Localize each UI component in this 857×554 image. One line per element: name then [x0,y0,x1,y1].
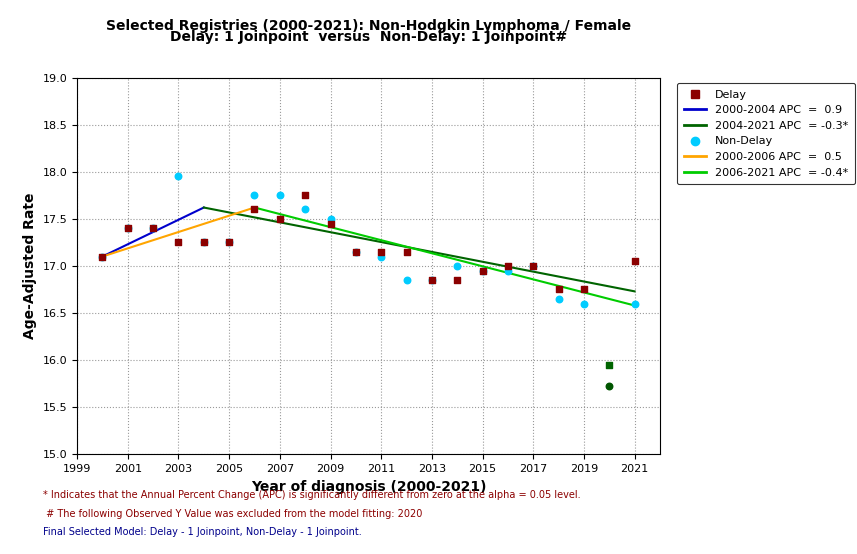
Point [375,252,388,261]
Point [273,214,287,223]
Point [96,252,110,261]
Point [248,191,261,199]
Point [602,360,616,369]
Point [222,238,236,247]
Point [147,224,160,233]
Point [476,266,489,275]
Text: Final Selected Model: Delay - 1 Joinpoint, Non-Delay - 1 Joinpoint.: Final Selected Model: Delay - 1 Joinpoin… [43,527,362,537]
Y-axis label: Age-Adjusted Rate: Age-Adjusted Rate [23,193,37,339]
Point [552,295,566,304]
Point [450,275,464,284]
Point [197,238,211,247]
Point [425,275,439,284]
Point [197,238,211,247]
Point [602,382,616,391]
Point [349,248,363,257]
Text: Delay: 1 Joinpoint  versus  Non-Delay: 1 Joinpoint#: Delay: 1 Joinpoint versus Non-Delay: 1 J… [170,30,567,44]
Point [577,299,590,308]
Point [399,275,413,284]
Point [627,257,641,265]
Point [298,191,312,199]
Text: # The following Observed Y Value was excluded from the model fitting: 2020: # The following Observed Y Value was exc… [43,509,423,519]
Point [121,224,135,233]
Point [273,191,287,199]
Point [627,299,641,308]
Point [476,266,489,275]
Point [349,248,363,257]
Text: * Indicates that the Annual Percent Change (APC) is significantly different from: * Indicates that the Annual Percent Chan… [43,490,580,500]
Point [577,285,590,294]
Point [526,261,540,270]
Point [425,275,439,284]
Point [501,266,515,275]
X-axis label: Year of diagnosis (2000-2021): Year of diagnosis (2000-2021) [251,480,486,494]
Point [552,285,566,294]
Point [298,205,312,214]
Point [324,214,338,223]
Point [147,224,160,233]
Point [222,238,236,247]
Point [526,261,540,270]
Point [324,219,338,228]
Point [399,248,413,257]
Point [96,252,110,261]
Point [450,261,464,270]
Point [121,224,135,233]
Point [248,205,261,214]
Point [501,261,515,270]
Point [171,172,185,181]
Legend: Delay, 2000-2004 APC  =  0.9, 2004-2021 APC  = -0.3*, Non-Delay, 2000-2006 APC  : Delay, 2000-2004 APC = 0.9, 2004-2021 AP… [677,83,854,184]
Point [375,248,388,257]
Text: Selected Registries (2000-2021): Non-Hodgkin Lymphoma / Female: Selected Registries (2000-2021): Non-Hod… [106,19,631,33]
Point [171,238,185,247]
